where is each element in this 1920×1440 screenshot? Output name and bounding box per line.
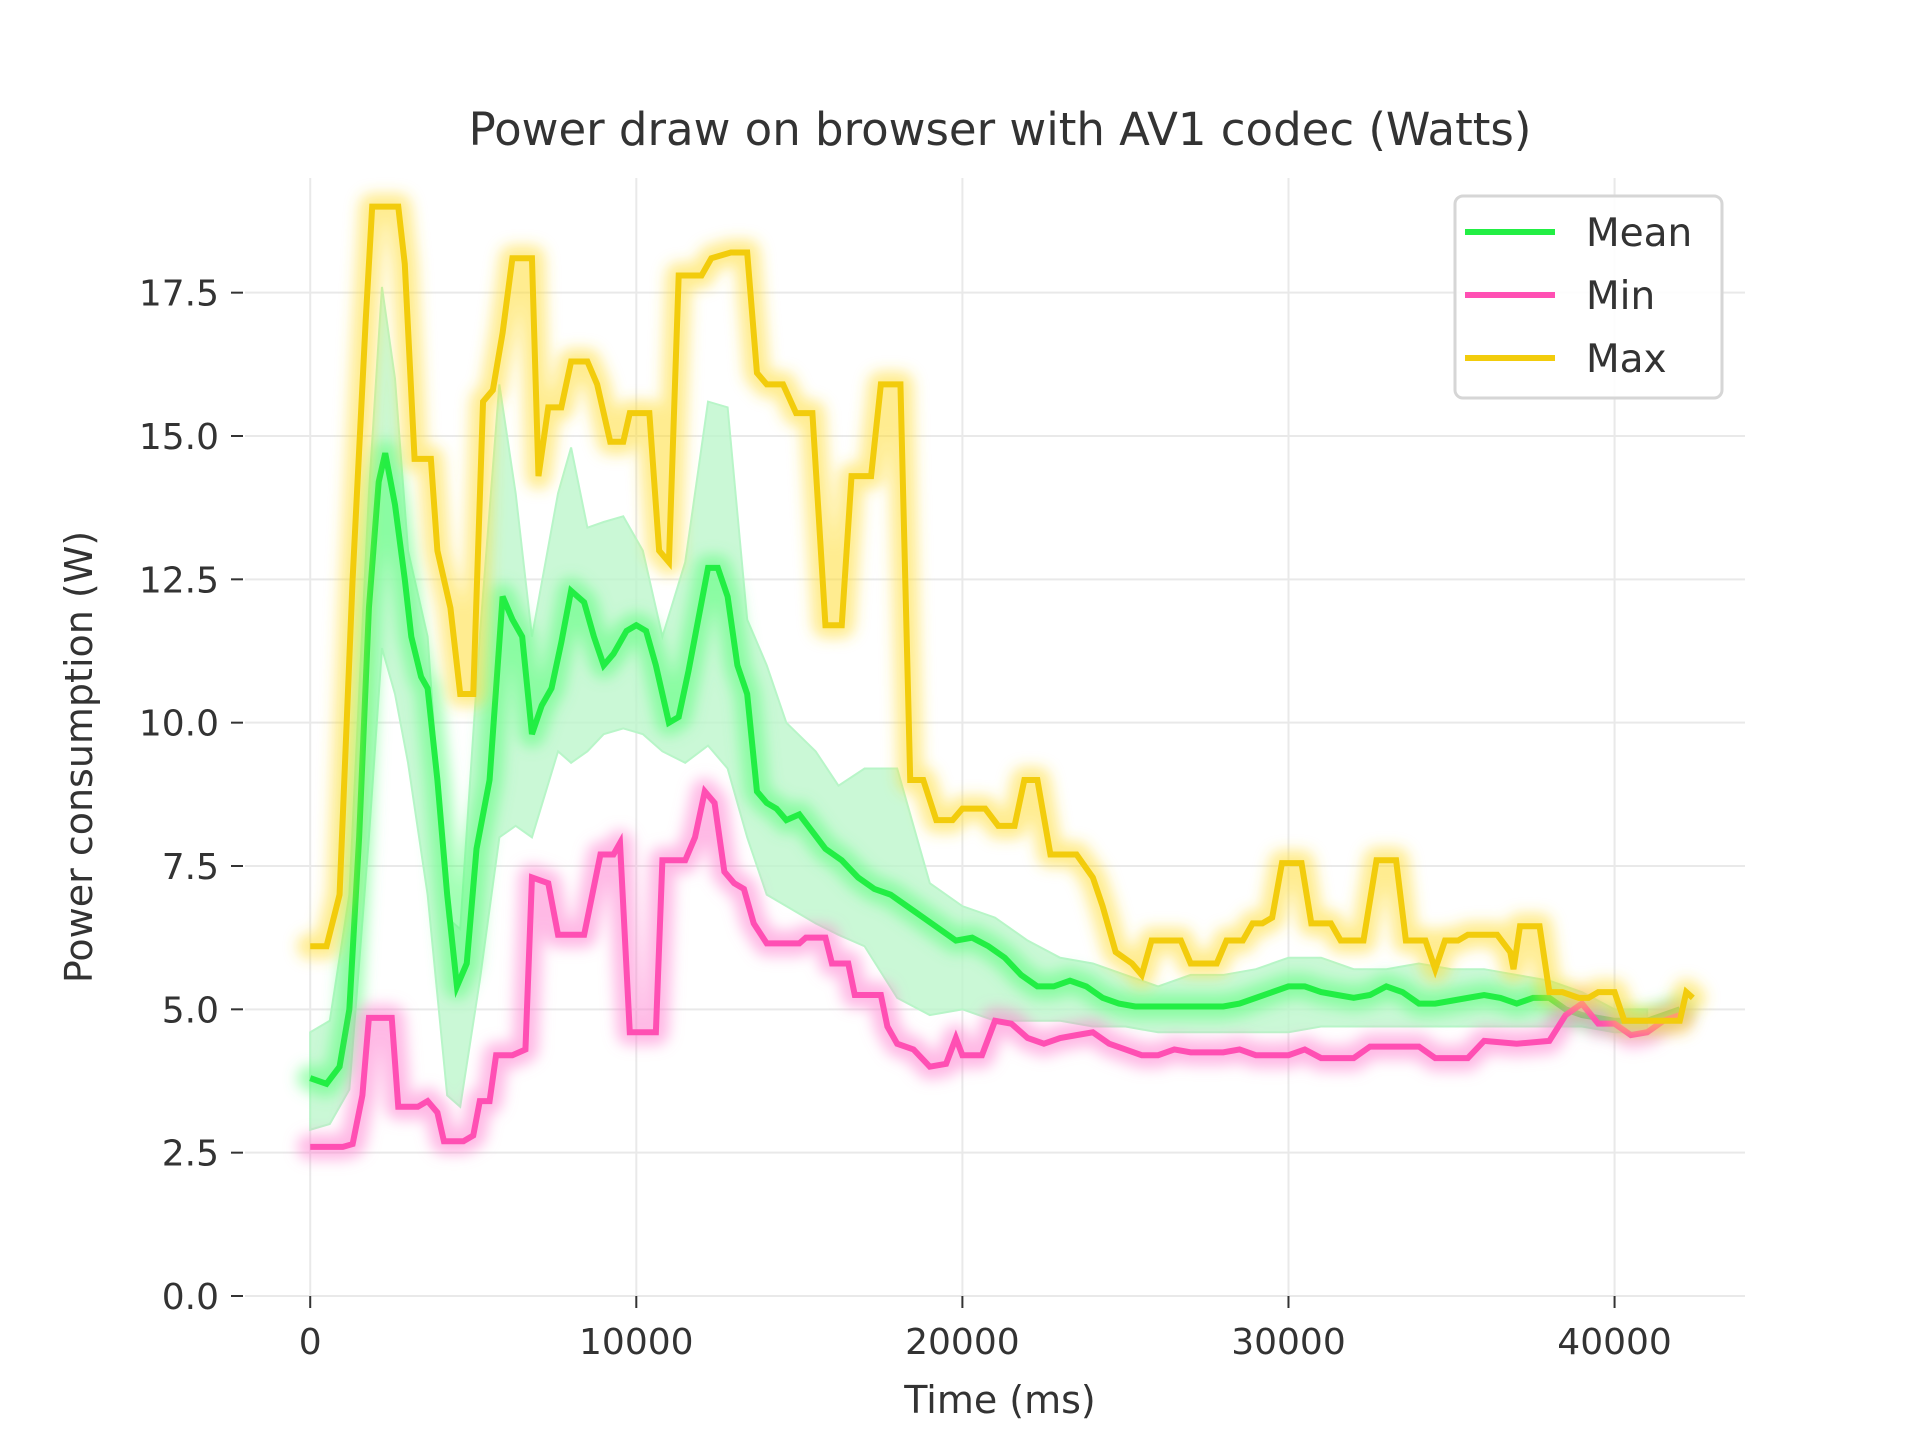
series-layer bbox=[297, 193, 1706, 1160]
chart-title: Power draw on browser with AV1 codec (Wa… bbox=[469, 103, 1532, 156]
x-tick-label: 0 bbox=[299, 1322, 322, 1363]
y-tick-label: 5.0 bbox=[162, 990, 219, 1031]
x-axis-label: Time (ms) bbox=[903, 1378, 1096, 1422]
x-tick-label: 20000 bbox=[905, 1322, 1020, 1363]
y-tick-label: 7.5 bbox=[162, 847, 219, 888]
legend: Mean Min Max bbox=[1453, 194, 1724, 400]
y-tick-label: 10.0 bbox=[139, 704, 219, 745]
tick-layer: 0 10000 20000 30000 40000 0.0 2.5 5.0 7.5 10.0 12.… bbox=[139, 274, 1672, 1363]
x-tick-label: 30000 bbox=[1231, 1322, 1346, 1363]
y-tick-label: 12.5 bbox=[139, 560, 219, 601]
max-series-line bbox=[310, 203, 1695, 1024]
legend-label-min: Min bbox=[1586, 274, 1655, 319]
y-tick-label: 0.0 bbox=[162, 1277, 219, 1318]
legend-label-max: Max bbox=[1586, 337, 1667, 382]
y-axis-label: Power consumption (W) bbox=[57, 531, 101, 983]
min-series-line bbox=[310, 784, 1681, 1150]
x-tick-label: 10000 bbox=[579, 1322, 694, 1363]
legend-box bbox=[1453, 194, 1724, 400]
legend-label-mean: Mean bbox=[1586, 211, 1692, 256]
y-tick-label: 2.5 bbox=[162, 1134, 219, 1175]
mean-series-line bbox=[309, 452, 1681, 1088]
x-tick-label: 40000 bbox=[1557, 1322, 1672, 1363]
y-tick-label: 15.0 bbox=[139, 417, 219, 458]
y-tick-label: 17.5 bbox=[139, 274, 219, 315]
